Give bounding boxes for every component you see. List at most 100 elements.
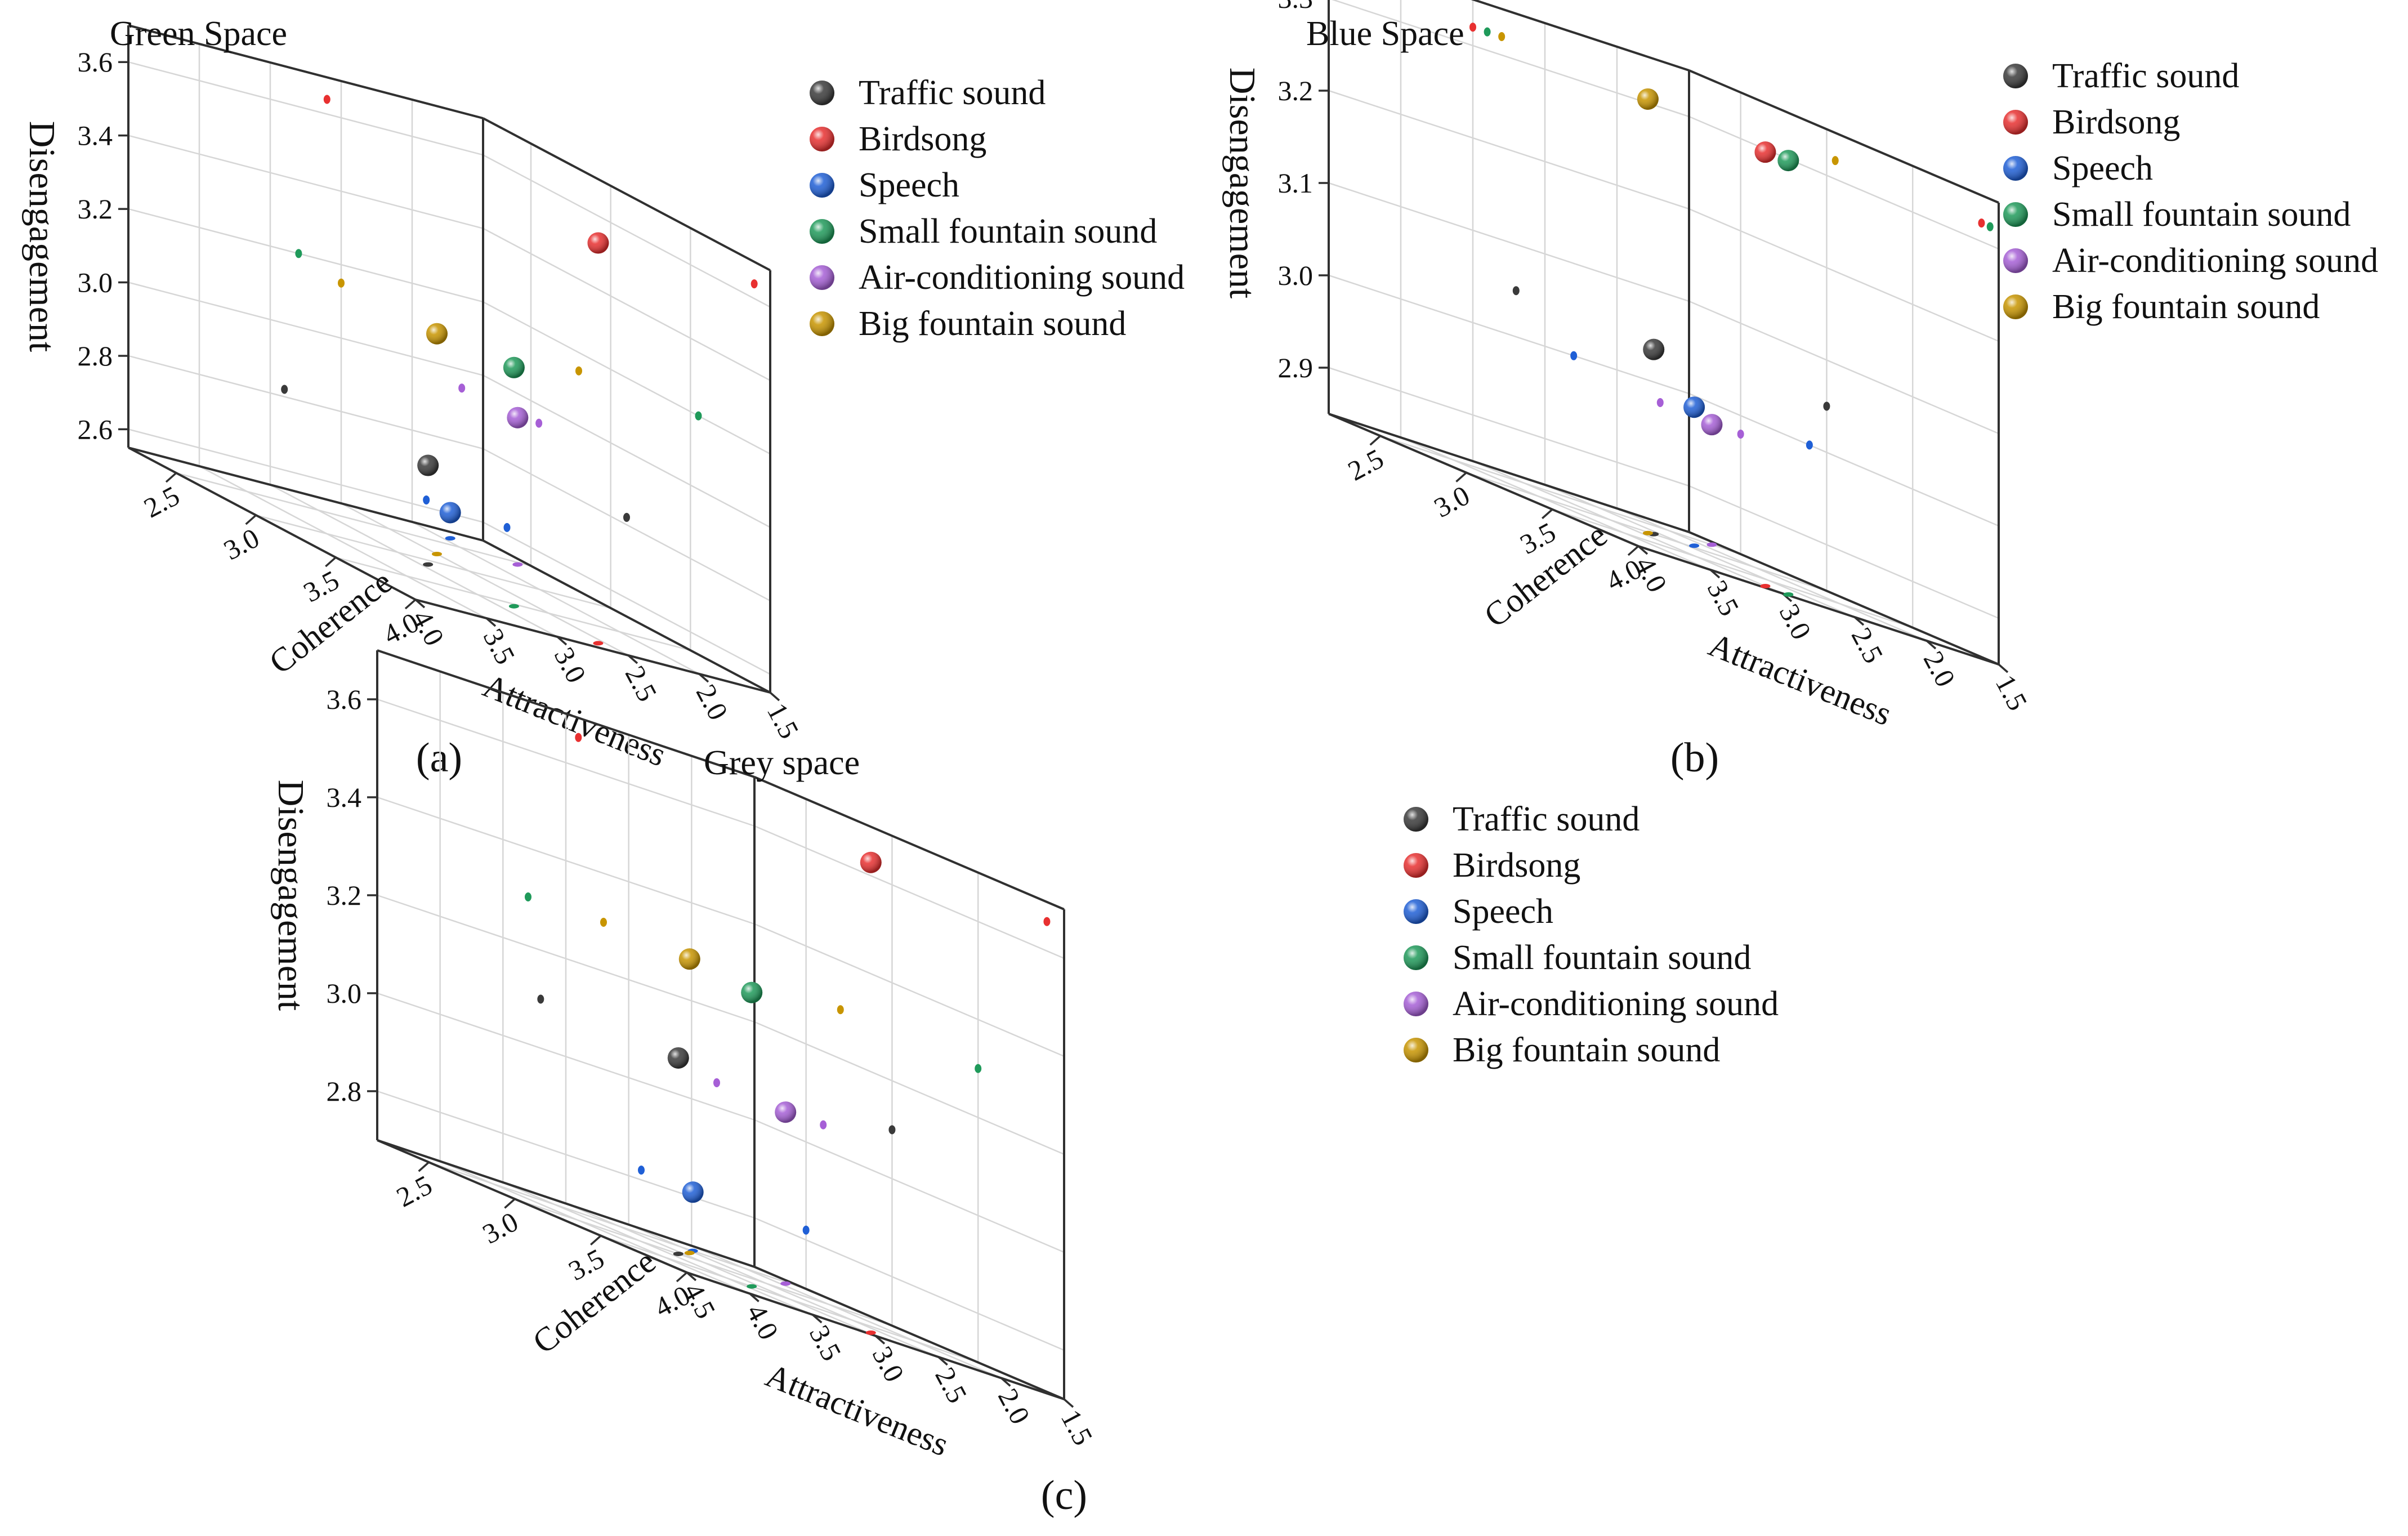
y-tick bbox=[325, 556, 337, 568]
wall-projection-air-conditioning-sound bbox=[713, 1078, 720, 1087]
z-tick-label: 3.4 bbox=[78, 120, 113, 151]
floor-projection-traffic-sound bbox=[673, 1251, 683, 1256]
x-tick bbox=[1063, 1398, 1074, 1408]
z-tick-label: 3.2 bbox=[78, 193, 113, 225]
z-tick-label: 3.3 bbox=[1278, 0, 1314, 14]
y-tick-label: 2.5 bbox=[391, 1169, 437, 1213]
z-axis-title: Disengagement bbox=[21, 121, 62, 352]
x-tick bbox=[485, 617, 497, 627]
data-point-shine bbox=[503, 356, 525, 378]
y-tick-label: 4.0 bbox=[649, 1279, 695, 1324]
x-tick bbox=[1709, 569, 1721, 579]
legend-label-traffic-sound: Traffic sound bbox=[2052, 57, 2239, 95]
data-point-shine bbox=[1643, 338, 1665, 360]
wall-projection-big-fountain-sound bbox=[837, 1005, 844, 1015]
z-tick-label: 2.6 bbox=[78, 413, 113, 445]
legend-marker-shine bbox=[1404, 899, 1428, 924]
x-tick-label: 3.0 bbox=[1773, 599, 1818, 644]
wall-gridline bbox=[483, 448, 771, 602]
wall-projection-speech bbox=[1806, 440, 1813, 450]
y-tick bbox=[404, 599, 417, 610]
wall-gridline bbox=[377, 992, 755, 1121]
wall-gridline bbox=[483, 374, 771, 528]
legend-marker-shine bbox=[2003, 294, 2028, 319]
wall-gridline bbox=[377, 894, 755, 1023]
floor-projection-birdsong bbox=[593, 641, 604, 646]
wall-projection-small-fountain-sound bbox=[975, 1064, 982, 1073]
data-point-shine bbox=[1777, 150, 1799, 172]
x-tick bbox=[1998, 663, 2009, 673]
top-edge bbox=[1688, 69, 1999, 204]
legend-marker-shine bbox=[2003, 64, 2028, 88]
legend-label-birdsong: Birdsong bbox=[859, 120, 986, 158]
wall-gridline bbox=[1328, 367, 1690, 487]
y-tick-label: 3.0 bbox=[218, 522, 264, 566]
y-tick bbox=[245, 514, 257, 525]
floor-gridline bbox=[176, 472, 531, 567]
y-tick bbox=[1369, 435, 1381, 446]
x-tick bbox=[937, 1356, 948, 1366]
wall-projection-birdsong bbox=[1469, 23, 1476, 32]
x-tick-label: 1.5 bbox=[1055, 1404, 1100, 1450]
wall-projection-air-conditioning-sound bbox=[1656, 398, 1664, 407]
legend-marker-shine bbox=[1404, 807, 1428, 832]
wall-gridline bbox=[1688, 208, 1999, 342]
wall-gridline bbox=[1688, 485, 1999, 619]
data-point-shine bbox=[741, 981, 763, 1003]
legend-marker-shine bbox=[2003, 156, 2028, 181]
legend-label-air-conditioning-sound: Air-conditioning sound bbox=[859, 258, 1185, 297]
y-tick bbox=[504, 1198, 516, 1209]
wall-projection-traffic-sound bbox=[623, 512, 630, 522]
y-tick bbox=[1542, 508, 1553, 520]
x-tick-label: 3.5 bbox=[477, 623, 522, 669]
x-tick bbox=[698, 673, 709, 683]
x-tick bbox=[812, 1314, 823, 1324]
z-tick-label: 3.0 bbox=[1278, 260, 1314, 291]
floor-gridline bbox=[428, 1161, 807, 1290]
floor-projection-speech bbox=[445, 536, 455, 541]
data-point-shine bbox=[678, 948, 700, 970]
chart-title: Grey space bbox=[704, 744, 860, 782]
y-tick-label: 2.5 bbox=[1343, 443, 1388, 487]
wall-projection-air-conditioning-sound bbox=[458, 383, 466, 393]
data-point-shine bbox=[860, 851, 882, 873]
floor-back-edge bbox=[1688, 531, 1999, 666]
wall-projection-traffic-sound bbox=[537, 994, 544, 1004]
wall-gridline bbox=[483, 521, 771, 675]
wall-gridline bbox=[1328, 274, 1690, 395]
legend-marker-shine bbox=[810, 311, 834, 336]
z-axis-title: Disengagement bbox=[1222, 68, 1263, 299]
legend-label-birdsong: Birdsong bbox=[2052, 103, 2180, 141]
x-tick bbox=[1925, 640, 1937, 650]
x-tick bbox=[1637, 545, 1648, 555]
x-tick bbox=[1853, 616, 1865, 626]
wall-projection-small-fountain-sound bbox=[1986, 222, 1994, 231]
x-tick bbox=[1000, 1377, 1011, 1387]
x-tick bbox=[627, 654, 638, 664]
data-point-shine bbox=[417, 454, 439, 476]
data-point-shine bbox=[682, 1181, 704, 1203]
wall-projection-big-fountain-sound bbox=[600, 918, 607, 927]
floor-gridline bbox=[1380, 435, 1741, 555]
wall-gridline bbox=[128, 282, 484, 376]
z-axis-title: Disengagement bbox=[270, 780, 311, 1011]
x-tick-label: 4.0 bbox=[740, 1299, 785, 1345]
legend-label-small-fountain-sound: Small fountain sound bbox=[859, 212, 1157, 251]
y-axis-line bbox=[1638, 545, 1999, 666]
x-tick-label: 2.0 bbox=[992, 1383, 1037, 1429]
legend-marker-shine bbox=[810, 219, 834, 244]
x-axis-title: Attractiveness bbox=[761, 1356, 954, 1463]
panel-grey-space: 1.52.02.53.03.54.04.52.53.03.54.02.83.03… bbox=[270, 649, 1779, 1519]
wall-gridline bbox=[483, 154, 771, 308]
wall-projection-speech bbox=[802, 1225, 810, 1235]
wall-gridline bbox=[754, 1119, 1065, 1253]
z-tick-label: 3.6 bbox=[78, 46, 113, 78]
wall-gridline bbox=[1688, 392, 1999, 527]
wall-projection-small-fountain-sound bbox=[295, 249, 302, 258]
wall-gridline bbox=[128, 355, 484, 450]
y-tick bbox=[1455, 472, 1467, 483]
legend-label-big-fountain-sound: Big fountain sound bbox=[859, 305, 1126, 343]
legend-label-small-fountain-sound: Small fountain sound bbox=[2052, 195, 2351, 234]
wall-projection-speech bbox=[503, 523, 511, 532]
wall-projection-traffic-sound bbox=[1823, 401, 1830, 411]
